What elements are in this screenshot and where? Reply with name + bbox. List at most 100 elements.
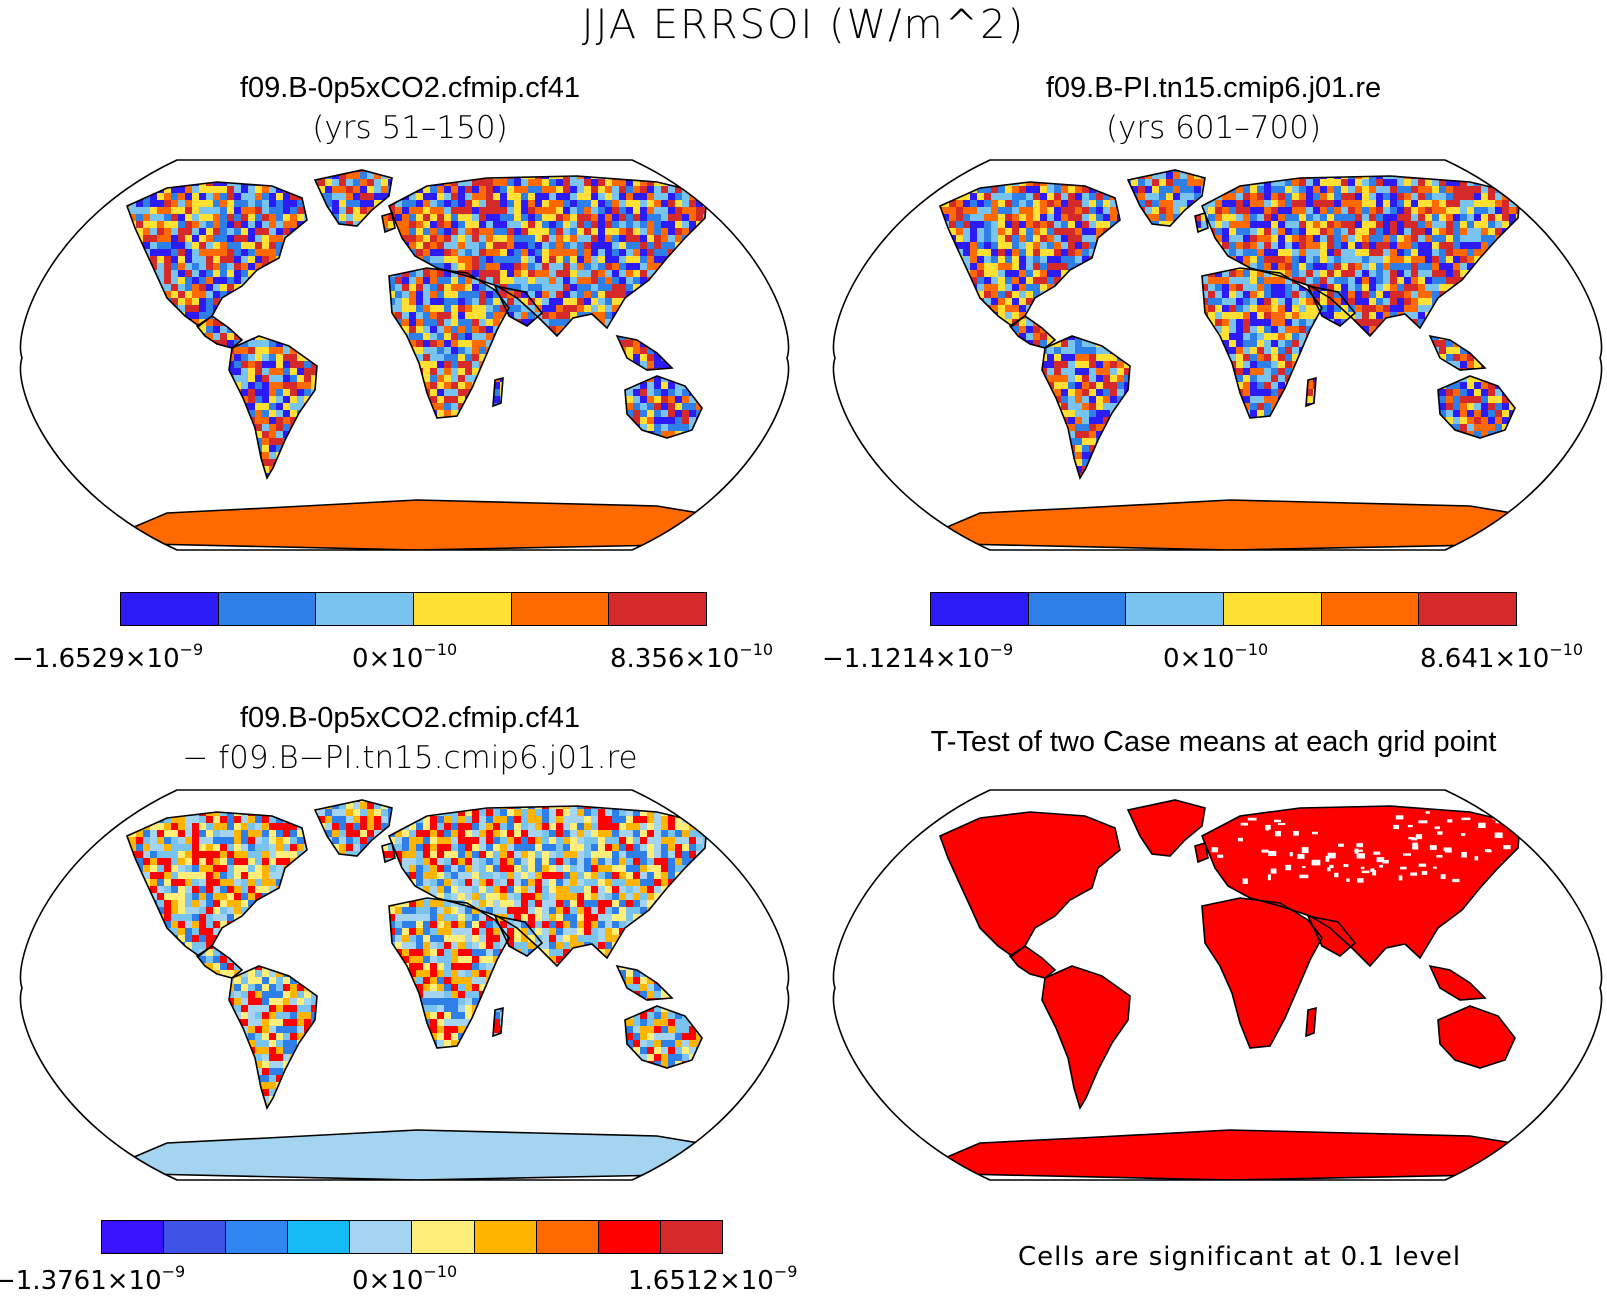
- figure-title: JJA ERRSOI (W/m^2): [581, 2, 1026, 48]
- coastline: [1201, 897, 1323, 1049]
- panel-1-subtitle: (yrs 51–150): [312, 110, 508, 146]
- antarctica: [127, 1130, 745, 1180]
- panel-1-colorbar: [120, 592, 707, 626]
- coastline: [492, 1006, 504, 1038]
- colorbar-swatch: [1224, 593, 1322, 625]
- coastline: [1437, 1005, 1516, 1069]
- colorbar-swatch: [218, 593, 317, 625]
- coastline: [1305, 376, 1317, 408]
- coastline: [1200, 175, 1521, 338]
- panel-3-colorbar: [101, 1220, 723, 1254]
- panel-1-colorbar-mid-label: 0×10−10: [352, 640, 458, 674]
- coastline: [125, 811, 308, 957]
- panel-1-title: f09.B-0p5xCO2.cfmip.cf41: [239, 72, 581, 104]
- colorbar-swatch: [102, 1221, 165, 1253]
- land-field: [940, 170, 1520, 478]
- colorbar-swatch: [226, 1221, 289, 1253]
- panel-3-colorbar-mid-label: 0×10−10: [352, 1262, 458, 1296]
- coastline: [493, 914, 544, 957]
- colorbar-swatch: [350, 1221, 413, 1253]
- coastline: [624, 1005, 703, 1069]
- colorbar-swatch: [288, 1221, 351, 1253]
- coastline: [1041, 965, 1131, 1110]
- coastline: [1437, 375, 1516, 439]
- map-frame: [19, 159, 790, 551]
- colorbar-swatch: [474, 1221, 537, 1253]
- coastline: [195, 315, 244, 349]
- panel-1-colorbar-min-label: −1.6529×10−9: [12, 640, 204, 674]
- coastline: [313, 799, 393, 857]
- coastline: [125, 181, 308, 327]
- colorbar-swatch: [414, 593, 512, 625]
- coastline: [387, 805, 708, 968]
- coastline: [615, 334, 674, 371]
- coastline: [938, 181, 1121, 327]
- coastline: [1428, 334, 1487, 371]
- map-frame: [19, 789, 790, 1181]
- panel-2-colorbar: [930, 592, 1517, 626]
- colorbar-swatch: [931, 593, 1029, 625]
- panel-4-footnote: Cells are significant at 0.1 level: [1018, 1242, 1462, 1272]
- coastline: [313, 169, 393, 227]
- coastline: [1305, 1006, 1317, 1038]
- coastline: [624, 375, 703, 439]
- map-frame: [832, 789, 1603, 1181]
- coastline: [228, 335, 318, 480]
- colorbar-swatch: [164, 1221, 227, 1253]
- panel-2-colorbar-mid-label: 0×10−10: [1163, 640, 1269, 674]
- land-field: [127, 170, 707, 478]
- land-field: [940, 800, 1520, 1108]
- coastline: [1194, 211, 1209, 234]
- coastline: [492, 376, 504, 408]
- coastline: [1306, 284, 1357, 327]
- colorbar-swatch: [412, 1221, 475, 1253]
- coastline: [1126, 799, 1206, 857]
- coastline: [381, 841, 396, 864]
- coastline: [493, 284, 544, 327]
- coastline: [388, 897, 510, 1049]
- panel-2-colorbar-min-label: −1.1214×10−9: [822, 640, 1014, 674]
- colorbar-swatch: [511, 593, 610, 625]
- panel-3-colorbar-max-label: 1.6512×10−9: [628, 1262, 798, 1296]
- colorbar-swatch: [1321, 593, 1420, 625]
- antarctica: [940, 500, 1558, 550]
- colorbar-swatch: [598, 1221, 661, 1253]
- panel-2-title: f09.B-PI.tn15.cmip6.j01.re: [1045, 72, 1382, 104]
- panel-4-map: [832, 789, 1603, 1181]
- coastline: [615, 964, 674, 1001]
- coastline: [1428, 964, 1487, 1001]
- colorbar-swatch: [1419, 593, 1517, 625]
- colorbar-swatch: [121, 593, 219, 625]
- coastline: [388, 267, 510, 419]
- coastline: [1008, 315, 1057, 349]
- land-field: [127, 800, 707, 1108]
- colorbar-swatch: [316, 593, 415, 625]
- panel-2-colorbar-max-label: 8.641×10−10: [1420, 640, 1584, 674]
- coastline: [1126, 169, 1206, 227]
- panel-3-title: f09.B-0p5xCO2.cfmip.cf41: [239, 702, 581, 734]
- map-frame: [832, 159, 1603, 551]
- panel-2-subtitle: (yrs 601–700): [1105, 110, 1322, 146]
- panel-1-map: [19, 159, 790, 551]
- coastline: [938, 811, 1121, 957]
- panel-3-subtitle: − f09.B−PI.tn15.cmip6.j01.re: [182, 740, 638, 776]
- panel-3-colorbar-min-label: −1.3761×10−9: [0, 1262, 186, 1296]
- antarctica: [940, 1130, 1558, 1180]
- panel-3-map: [19, 789, 790, 1181]
- colorbar-swatch: [1028, 593, 1127, 625]
- coastline: [1008, 945, 1057, 979]
- coastline: [195, 945, 244, 979]
- coastline: [1306, 914, 1357, 957]
- coastline: [1041, 335, 1131, 480]
- antarctica: [127, 500, 745, 550]
- panel-2-map: [832, 159, 1603, 551]
- coastline: [387, 175, 708, 338]
- coastline: [1200, 805, 1521, 968]
- coastline: [228, 965, 318, 1110]
- colorbar-swatch: [1126, 593, 1225, 625]
- colorbar-swatch: [536, 1221, 599, 1253]
- coastline: [1201, 267, 1323, 419]
- colorbar-swatch: [609, 593, 707, 625]
- panel-4-title: T-Test of two Case means at each grid po…: [930, 726, 1497, 758]
- panel-1-colorbar-max-label: 8.356×10−10: [610, 640, 774, 674]
